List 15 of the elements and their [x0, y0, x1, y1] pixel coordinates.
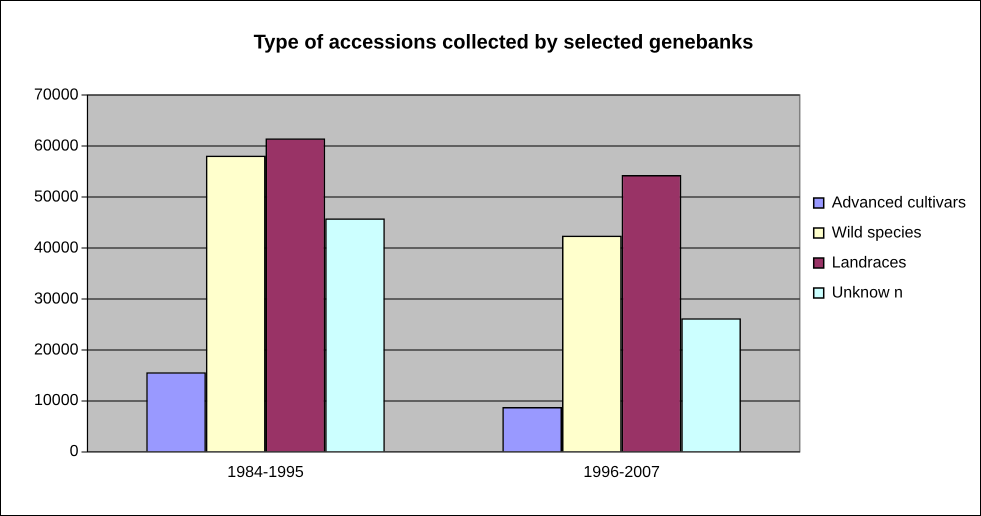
chart-title: Type of accessions collected by selected genebanks	[254, 32, 754, 54]
y-tick-label: 10000	[34, 392, 79, 410]
legend-label: Advanced cultivars	[832, 194, 966, 212]
legend-label: Landraces	[832, 254, 906, 272]
legend-label: Unknow n	[832, 284, 903, 302]
y-tick-label: 40000	[34, 239, 79, 256]
x-tick-label: 1996-2007	[583, 464, 660, 481]
y-tick-label: 30000	[34, 290, 79, 308]
y-tick-label: 20000	[34, 341, 79, 358]
y-tick-label: 50000	[34, 188, 79, 206]
y-tick-label: 60000	[34, 137, 79, 154]
legend-label: Wild species	[832, 224, 922, 242]
y-tick-label: 70000	[34, 86, 79, 104]
y-tick-label: 0	[70, 443, 79, 460]
x-tick-label: 1984-1995	[227, 464, 304, 481]
